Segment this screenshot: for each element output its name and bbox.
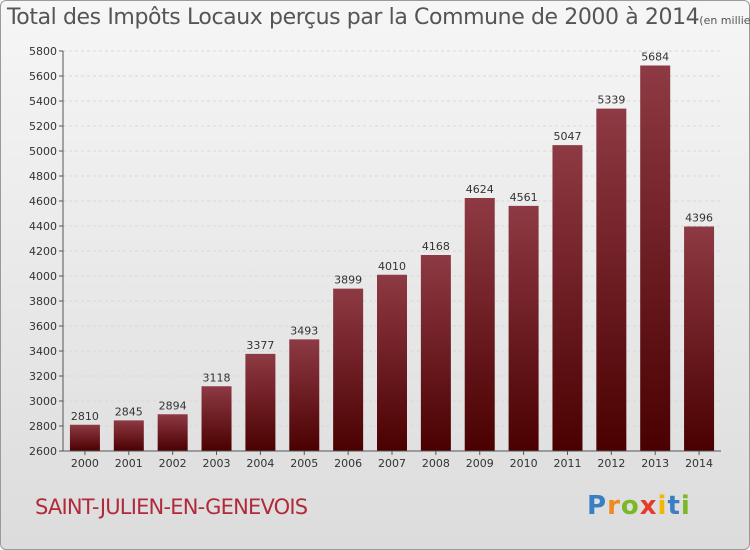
x-tick-label-2011: 2011 [553, 457, 581, 470]
x-tick-label-2010: 2010 [510, 457, 538, 470]
x-tick-label-2006: 2006 [334, 457, 362, 470]
bars [69, 65, 715, 451]
y-tick-label-3000: 3000 [29, 395, 57, 408]
axes [59, 50, 721, 455]
labels: 2600 2800 3000 3200 3400 3600 3800 4000 4200 4400… [29, 45, 713, 470]
data-label-2008: 4168 [422, 240, 450, 253]
data-label-2005: 3493 [290, 324, 318, 337]
y-tick-label-3200: 3200 [29, 370, 57, 383]
chart-title: Total des Impôts Locaux perçus par la Co… [7, 5, 750, 30]
data-label-2009: 4624 [466, 183, 494, 196]
logo-letter-5: t [667, 491, 681, 521]
chart-subtitle: (en milliers d'€) [699, 14, 750, 27]
bar-2002 [157, 414, 188, 451]
y-tick-label-4800: 4800 [29, 170, 57, 183]
data-label-2014: 4396 [685, 212, 713, 225]
data-label-2006: 3899 [334, 274, 362, 287]
y-tick-label-2800: 2800 [29, 420, 57, 433]
y-tick-label-3800: 3800 [29, 295, 57, 308]
x-tick-label-2007: 2007 [378, 457, 406, 470]
bar-2007 [377, 274, 407, 451]
x-tick-label-2003: 2003 [203, 457, 231, 470]
data-label-2000: 2810 [71, 410, 99, 423]
x-tick-label-2001: 2001 [115, 457, 143, 470]
bar-2014 [684, 226, 715, 451]
x-tick-label-2013: 2013 [641, 457, 669, 470]
x-tick-label-2008: 2008 [422, 457, 450, 470]
data-label-2011: 5047 [553, 130, 581, 143]
y-tick-label-4400: 4400 [29, 220, 57, 233]
bar-2003 [201, 386, 232, 451]
bar-2013 [640, 65, 671, 451]
logo-letter-2: o [620, 491, 640, 521]
logo-letter-6: i [680, 491, 691, 521]
y-tick-label-3400: 3400 [29, 345, 57, 358]
bar-2001 [113, 420, 144, 451]
bar-2005 [289, 339, 320, 451]
chart-title-main: Total des Impôts Locaux perçus par la Co… [7, 5, 700, 30]
x-tick-label-2004: 2004 [246, 457, 274, 470]
y-tick-label-5600: 5600 [29, 70, 57, 83]
y-tick-label-5200: 5200 [29, 120, 57, 133]
logo-letter-1: r [607, 491, 621, 521]
data-label-2013: 5684 [641, 51, 669, 64]
x-tick-label-2000: 2000 [71, 457, 99, 470]
data-label-2003: 3118 [203, 371, 231, 384]
x-tick-label-2012: 2012 [597, 457, 625, 470]
bar-2008 [420, 255, 451, 451]
x-tick-label-2002: 2002 [159, 457, 187, 470]
y-tick-label-4600: 4600 [29, 195, 57, 208]
logo-letter-4: i [657, 491, 668, 521]
y-tick-label-3600: 3600 [29, 320, 57, 333]
proxiti-logo: Proxiti [587, 491, 691, 521]
y-tick-label-5000: 5000 [29, 145, 57, 158]
data-label-2001: 2845 [115, 405, 143, 418]
data-label-2004: 3377 [246, 339, 274, 352]
bar-2006 [333, 288, 364, 451]
x-tick-label-2005: 2005 [290, 457, 318, 470]
bar-2012 [596, 108, 627, 451]
bar-2009 [464, 198, 495, 451]
logo-letter-3: x [639, 491, 658, 521]
data-label-2012: 5339 [597, 94, 625, 107]
y-tick-label-2600: 2600 [29, 445, 57, 458]
y-tick-label-5400: 5400 [29, 95, 57, 108]
y-tick-label-5800: 5800 [29, 45, 57, 58]
bar-2010 [508, 205, 539, 451]
x-tick-label-2009: 2009 [466, 457, 494, 470]
bar-2004 [245, 353, 276, 451]
bar-2011 [552, 145, 583, 451]
bar-2000 [69, 424, 100, 451]
x-tick-label-2014: 2014 [685, 457, 713, 470]
y-tick-label-4200: 4200 [29, 245, 57, 258]
y-tick-label-4000: 4000 [29, 270, 57, 283]
data-label-2007: 4010 [378, 260, 406, 273]
logo-letter-0: P [587, 491, 608, 521]
commune-name: SAINT-JULIEN-EN-GENEVOIS [35, 495, 308, 519]
data-label-2002: 2894 [159, 399, 187, 412]
data-label-2010: 4561 [510, 191, 538, 204]
